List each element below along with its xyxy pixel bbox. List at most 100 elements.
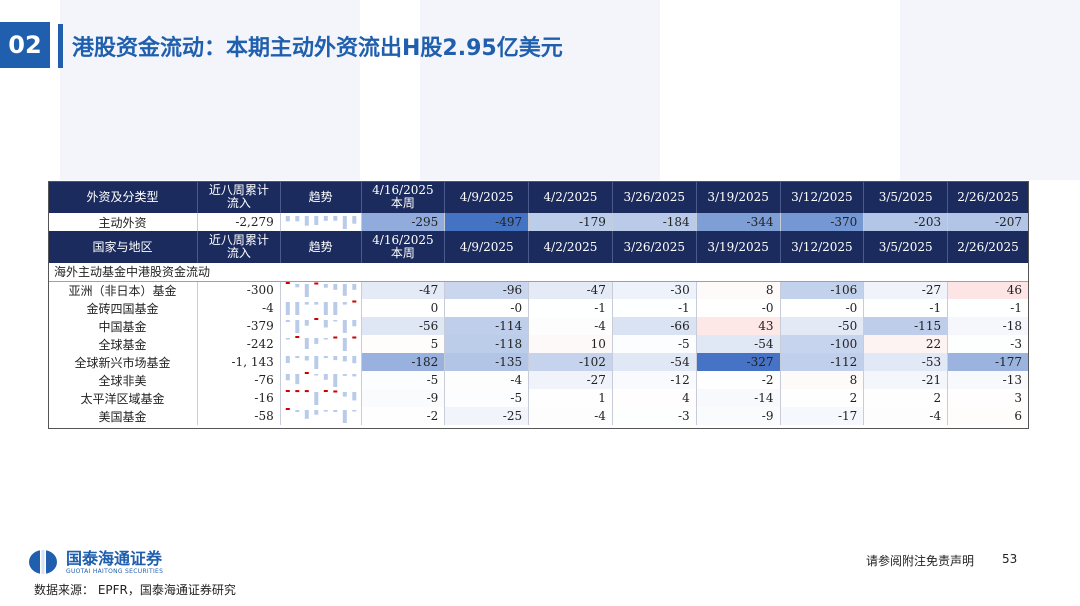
row-cumulative-total: -76 [197,371,281,389]
sparkline-bar [333,284,338,291]
sparkline-bar [295,216,300,222]
sparkline-bar [333,336,338,339]
sparkline-bar [285,338,290,340]
trend-sparkline [285,408,357,423]
row-cumulative-total: -242 [197,335,281,353]
column-header-text: 本周 [390,196,415,210]
column-header: 3/12/2025 [780,231,865,263]
flow-value-cell: -17 [780,407,865,425]
sparkline-bar [304,302,309,305]
sparkline-bar [323,216,328,221]
sparkline-bar [314,282,319,285]
column-header-text: 外资及分类型 [86,189,159,204]
flow-value-cell: -21 [863,371,949,389]
column-header: 外资及分类型 [48,181,198,213]
column-header-text: 近八周累计流入 [208,233,269,260]
sparkline-bar [295,302,300,315]
sparkline-bar [285,408,290,410]
flow-value-cell: -184 [612,213,697,231]
flow-value-cell: -112 [780,353,865,371]
table-row: 中国基金 -379 -56 -114 -4 -66 43 -50 -115 -18 [48,317,1029,335]
table-header-row-summary: 外资及分类型 近八周累计流入 趋势 4/16/2025 本周 4/9/2025 4/2/20… [48,181,1029,213]
sparkline-bar [295,410,300,413]
flow-value-cell: 43 [696,317,781,335]
logo-chinese-name: 国泰海通证券 [66,548,163,568]
flow-value-cell: -54 [696,335,781,353]
flow-value-cell: -47 [361,281,446,299]
flow-value-cell: -4 [528,407,613,425]
sparkline-bar [314,356,319,369]
data-source-note: 数据来源： EPFR，国泰海通证券研究 [34,583,236,597]
column-header-text: 4/2/2025 [543,189,598,204]
column-header-text: 本周 [390,246,415,260]
sparkline-bar [333,410,338,413]
company-logo: 国泰海通证券 GUOTAI HAITONG SECURITIES [28,549,163,575]
sparkline-bar [342,410,347,423]
trend-sparkline [285,336,357,351]
column-header-text: 4/9/2025 [459,239,514,254]
flow-value-cell: -9 [696,407,781,425]
column-header: 4/2/2025 [528,181,613,213]
background-shape [420,0,660,180]
row-trend-cell [280,389,362,407]
flow-value-cell: -5 [612,335,697,353]
sparkline-bar [342,356,347,362]
column-header: 3/26/2025 [612,231,697,263]
sparkline-bar [285,320,290,322]
row-name: 全球基金 [48,335,198,353]
sparkline-bar [285,302,290,315]
sparkline-bar [333,302,338,315]
flow-value-cell: -118 [444,335,530,353]
row-name: 美国基金 [48,407,198,425]
flow-value-cell: -182 [361,353,446,371]
disclaimer-link[interactable]: 请参阅附注免责声明 [866,554,975,568]
flow-value-cell: -327 [696,353,781,371]
sparkline-bar [304,390,309,393]
row-name: 金砖四国基金 [48,299,198,317]
sparkline-bar [285,374,290,381]
sparkline-bar [352,284,357,291]
row-cumulative-total: -4 [197,299,281,317]
sparkline-bar [295,390,300,393]
flow-value-cell: -13 [947,371,1029,389]
sparkline-bar [314,318,319,320]
column-header: 3/19/2025 [696,231,781,263]
sparkline-bar [342,216,347,229]
sparkline-bar [342,392,347,397]
column-header: 3/26/2025 [612,181,697,213]
sparkline-bar [333,374,338,387]
sparkline-bar [323,320,328,328]
flow-value-cell: -177 [947,353,1029,371]
column-header: 3/19/2025 [696,181,781,213]
sparkline-bar [304,410,309,419]
sparkline-bar [314,216,319,225]
flow-value-cell: -179 [528,213,613,231]
table-row: 全球新兴市场基金 -1, 143 -182 -135 -102 -54 -327 -112 -5… [48,353,1029,371]
row-trend-cell [280,353,362,371]
trend-sparkline [285,300,357,315]
flow-value-cell: 22 [863,335,949,353]
sparkline-bar [314,302,319,305]
flow-value-cell: -3 [947,335,1029,353]
row-trend-cell [280,281,362,299]
sparkline-bar [304,216,309,226]
trend-sparkline [285,318,357,333]
column-header-text: 4/9/2025 [459,189,514,204]
table-header-row-regions: 国家与地区 近八周累计流入 趋势 4/16/2025 本周 4/9/2025 4/2/202… [48,231,1029,263]
section-label: 海外主动基金中港股资金流动 [48,263,1029,282]
trend-sparkline [285,216,357,229]
flow-value-cell: 1 [528,389,613,407]
trend-sparkline [285,372,357,387]
flow-value-cell: -12 [612,371,697,389]
flow-value-cell: -295 [361,213,446,231]
column-header: 趋势 [280,181,362,213]
sparkline-bar [323,374,328,380]
flow-value-cell: -5 [444,389,530,407]
row-name: 中国基金 [48,317,198,335]
flow-value-cell: -114 [444,317,530,335]
flow-value-cell: 3 [947,389,1029,407]
sparkline-bar [352,356,357,364]
column-header: 3/5/2025 [863,231,949,263]
sparkline-bar [295,320,300,333]
flow-value-cell: -1 [863,299,949,317]
